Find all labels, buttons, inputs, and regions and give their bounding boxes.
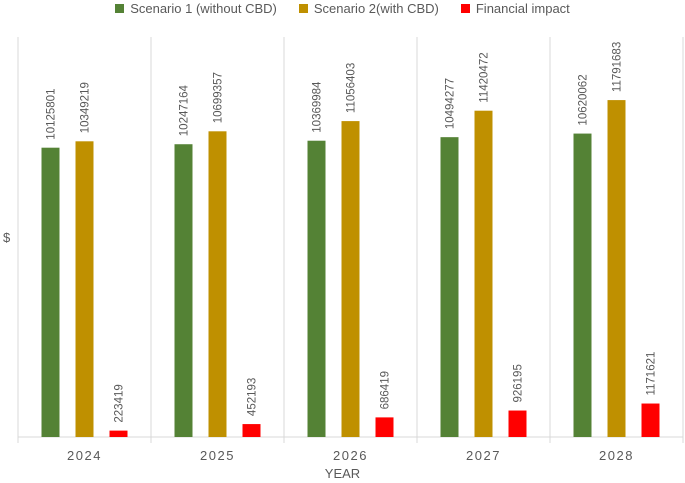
bar-financial-impact-2024 xyxy=(109,430,128,437)
legend-label-scenario-2: Scenario 2(with CBD) xyxy=(313,0,439,16)
data-label: 11791683 xyxy=(612,42,624,92)
x-tick-label: 2026 xyxy=(333,448,368,463)
data-label: 686419 xyxy=(380,371,392,409)
bar-financial-impact-2026 xyxy=(375,417,394,437)
bar-scenario-2-with-cbd--2024 xyxy=(75,141,94,437)
bar-scenario-1-without-cbd--2024 xyxy=(41,147,60,437)
data-label: 223419 xyxy=(114,384,126,422)
legend-swatch-scenario-2 xyxy=(298,3,308,13)
legend-item-scenario-2: Scenario 2(with CBD) xyxy=(298,0,439,16)
bar-scenario-2-with-cbd--2028 xyxy=(607,100,626,437)
x-tick-label: 2027 xyxy=(466,448,501,463)
bar-scenario-1-without-cbd--2025 xyxy=(174,144,193,438)
legend-label-financial-impact: Financial impact xyxy=(475,0,570,16)
legend-item-financial-impact: Financial impact xyxy=(460,0,570,16)
data-label: 10125801 xyxy=(46,89,58,140)
data-label: 10247164 xyxy=(179,84,191,136)
data-label: 10699357 xyxy=(213,72,225,123)
bar-scenario-1-without-cbd--2027 xyxy=(440,137,459,437)
bar-scenario-2-with-cbd--2025 xyxy=(208,131,227,438)
x-tick-label: 2025 xyxy=(200,448,235,463)
data-label: 10369984 xyxy=(312,81,324,133)
data-label: 10620062 xyxy=(578,74,590,125)
data-label: 11056403 xyxy=(346,63,358,113)
bar-scenario-2-with-cbd--2026 xyxy=(341,121,360,437)
x-tick-label: 2028 xyxy=(599,448,634,463)
x-axis-label: YEAR xyxy=(324,466,361,481)
y-axis-label: $ xyxy=(3,230,11,245)
data-label: 10349219 xyxy=(80,82,92,133)
data-label: 1171621 xyxy=(646,352,658,396)
legend: Scenario 1 (without CBD) Scenario 2(with… xyxy=(0,0,685,16)
bar-financial-impact-2025 xyxy=(242,424,261,437)
data-label: 11420472 xyxy=(479,52,491,102)
data-label: 452193 xyxy=(247,378,259,416)
legend-swatch-financial-impact xyxy=(460,3,470,13)
data-label: 10494277 xyxy=(445,78,457,129)
bar-scenario-2-with-cbd--2027 xyxy=(474,110,493,437)
bar-scenario-1-without-cbd--2028 xyxy=(573,133,592,438)
bar-financial-impact-2027 xyxy=(508,410,527,437)
data-label: 926195 xyxy=(513,364,525,402)
bar-financial-impact-2028 xyxy=(641,403,660,437)
legend-label-scenario-1: Scenario 1 (without CBD) xyxy=(130,0,277,16)
x-tick-label: 2024 xyxy=(67,448,102,463)
legend-item-scenario-1: Scenario 1 (without CBD) xyxy=(115,0,277,16)
legend-swatch-scenario-1 xyxy=(115,3,125,13)
bar-scenario-1-without-cbd--2026 xyxy=(307,140,326,438)
